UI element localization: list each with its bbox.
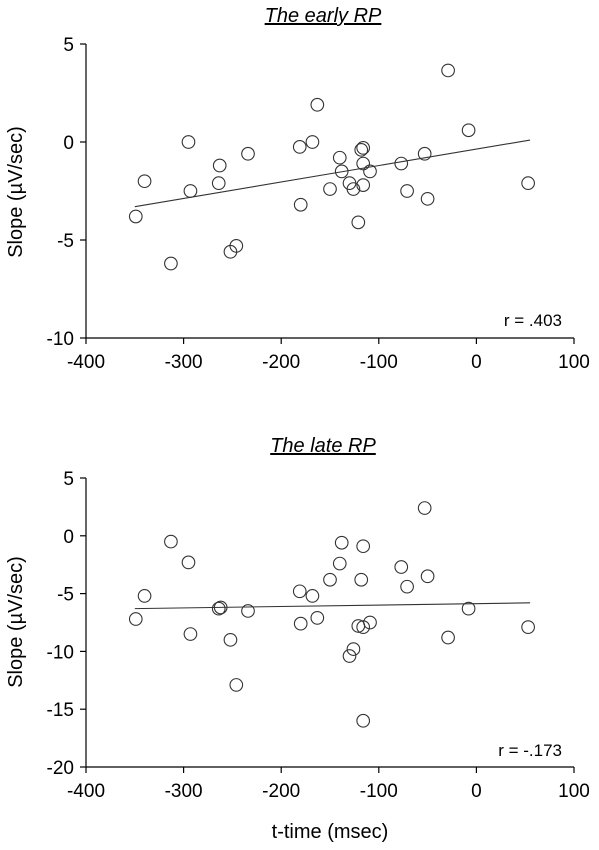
chart-title: The early RP: [265, 5, 382, 27]
data-point: [310, 97, 325, 112]
data-point: [334, 535, 349, 550]
x-tick-label: -200: [262, 352, 300, 373]
data-point: [223, 632, 238, 647]
x-axis-label: t-time (msec): [272, 821, 389, 843]
y-tick-label: -10: [47, 329, 74, 350]
data-point: [461, 601, 476, 616]
data-point: [417, 146, 432, 161]
data-point: [164, 256, 178, 271]
data-point: [323, 572, 337, 587]
data-point: [363, 164, 377, 179]
x-tick-label: -300: [165, 781, 203, 802]
y-tick-label: -5: [57, 231, 74, 252]
y-tick-label: 5: [63, 469, 74, 490]
data-point: [305, 589, 320, 603]
data-point: [293, 616, 308, 631]
data-point: [356, 156, 371, 171]
y-tick-label: 0: [63, 133, 74, 154]
data-point: [212, 158, 227, 173]
chart-title: The late RP: [270, 435, 376, 457]
x-tick-label: 100: [558, 352, 590, 373]
x-tick-label: -100: [360, 781, 398, 802]
data-point: [183, 184, 198, 198]
data-point: [332, 556, 347, 571]
data-point: [394, 156, 409, 171]
data-point: [334, 164, 349, 179]
x-tick-label: 0: [471, 781, 482, 802]
data-point: [417, 501, 432, 515]
data-point: [181, 555, 196, 570]
x-tick-label: -400: [67, 352, 105, 373]
trendline: [134, 602, 531, 610]
data-point: [342, 649, 357, 663]
data-point: [292, 584, 307, 599]
trendline: [134, 139, 531, 208]
data-point: [213, 600, 228, 615]
y-tick-label: 5: [63, 35, 74, 56]
data-point: [394, 560, 409, 574]
data-point: [137, 174, 152, 189]
data-point: [181, 135, 196, 149]
data-point: [137, 589, 152, 603]
data-point: [420, 191, 435, 206]
data-point: [293, 197, 308, 212]
x-tick-label: 100: [558, 781, 590, 802]
x-tick-label: -300: [165, 352, 203, 373]
data-point: [128, 209, 143, 224]
data-point: [441, 63, 455, 78]
data-point: [521, 176, 535, 191]
data-point: [229, 239, 244, 253]
data-point: [363, 615, 377, 630]
data-point: [323, 182, 337, 196]
data-point: [346, 642, 361, 656]
data-point: [400, 579, 414, 594]
data-point: [521, 620, 535, 634]
data-point: [332, 150, 347, 165]
y-tick-label: -15: [47, 700, 74, 721]
data-point: [356, 713, 371, 728]
data-point: [241, 604, 255, 618]
data-point: [183, 627, 198, 641]
y-tick-label: -20: [47, 758, 74, 779]
y-tick-label: -5: [57, 585, 74, 606]
data-point: [441, 630, 455, 645]
data-point: [128, 612, 143, 626]
y-axis-label: Slope (µV/sec): [5, 556, 27, 688]
chart-early-rp: The early RP Slope (µV/sec) -400 -300 -200…: [5, 5, 590, 373]
x-tick-label: -200: [262, 781, 300, 802]
data-point: [356, 141, 371, 155]
chart-late-rp: The late RP Slope (µV/sec) t-time (msec)…: [5, 435, 590, 843]
data-point: [354, 572, 369, 587]
data-point: [305, 135, 320, 149]
data-point: [420, 569, 435, 584]
data-point: [356, 620, 371, 634]
data-point: [400, 184, 414, 198]
data-point: [354, 142, 369, 157]
data-point: [351, 215, 366, 230]
data-point: [292, 140, 307, 154]
correlation-annotation: r = -.173: [498, 741, 562, 760]
data-point: [461, 123, 476, 138]
data-point: [310, 611, 325, 625]
correlation-annotation: r = .403: [504, 311, 562, 330]
data-point: [164, 534, 178, 549]
data-point: [346, 182, 361, 196]
y-tick-label: 0: [63, 527, 74, 548]
x-tick-label: -400: [67, 781, 105, 802]
data-point: [229, 678, 244, 692]
x-tick-label: 0: [471, 352, 482, 373]
data-point: [241, 146, 255, 161]
data-point: [356, 178, 371, 192]
y-tick-label: -10: [47, 642, 74, 663]
x-tick-label: -100: [360, 352, 398, 373]
y-axis-label: Slope (µV/sec): [5, 126, 27, 258]
data-point: [211, 601, 226, 616]
data-point: [211, 176, 226, 191]
data-point: [356, 539, 371, 554]
